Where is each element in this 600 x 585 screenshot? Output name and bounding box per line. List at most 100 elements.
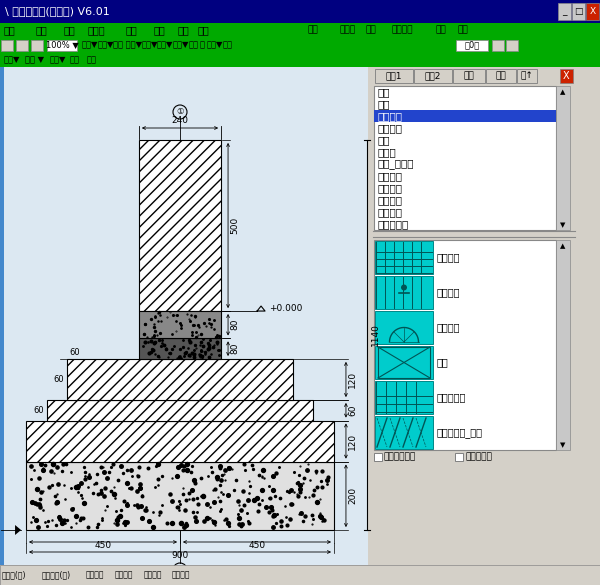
Text: 60: 60 [69,348,80,357]
Bar [374,110,556,122]
Text: □: □ [574,7,583,16]
Bar [378,347,430,378]
Text: 标高_指北针: 标高_指北针 [378,159,415,169]
Text: 200: 200 [348,487,357,504]
Bar [586,3,599,20]
Text: 测量▼: 测量▼ [98,40,114,50]
Text: 钉筋: 钉筋 [378,135,391,145]
Polygon shape [15,525,21,535]
Text: 深询: 深询 [308,26,319,35]
Text: \ 超级绘图王(建筑版) V6.01: \ 超级绘图王(建筑版) V6.01 [5,6,110,16]
Text: 450: 450 [248,541,266,550]
Text: 网格▼: 网格▼ [82,40,98,50]
Text: 填充▼: 填充▼ [142,40,158,50]
Text: 通用图形: 通用图形 [378,183,403,193]
Bar [47,40,77,51]
Bar [139,338,221,359]
Bar [139,311,221,338]
Text: 120: 120 [348,432,357,450]
Text: 锁定内部参数: 锁定内部参数 [384,453,416,462]
Bar [453,69,485,83]
Bar [556,240,570,450]
Bar [375,381,433,414]
Bar [375,416,433,449]
Text: 平行▼: 平行▼ [157,40,173,50]
Bar [16,40,28,51]
Text: 1140: 1140 [371,324,380,346]
Text: 平面楼梯: 平面楼梯 [378,111,403,121]
Bar [139,140,221,311]
Text: 扚↑: 扚↑ [521,71,533,81]
Bar [0,0,600,23]
Text: 捕捉▼: 捕捉▼ [173,40,189,50]
Bar [486,69,516,83]
Text: 门窗: 门窗 [378,87,391,97]
Text: 80: 80 [230,343,239,355]
Text: 钉结构: 钉结构 [378,147,397,157]
Text: 输线 ▼: 输线 ▼ [25,56,44,64]
Text: 常用建筑: 常用建筑 [378,171,403,181]
Text: +0.000: +0.000 [269,304,302,312]
Bar [1,40,13,51]
Text: 图文剪选: 图文剪选 [172,570,191,580]
Bar [558,3,571,20]
Text: 视图: 视图 [36,25,48,35]
Text: 帮图2: 帮图2 [425,71,441,81]
Text: 450: 450 [94,541,112,550]
Bar [26,421,334,462]
Text: 水平拖动: 水平拖动 [115,570,133,580]
Bar [375,69,413,83]
Text: 字字差(关): 字字差(关) [2,570,26,580]
Text: 全锁定图形: 全锁定图形 [465,453,492,462]
Bar [374,453,382,461]
Text: 900: 900 [172,551,188,560]
Text: 立面剪面: 立面剪面 [378,123,403,133]
Text: 图块: 图块 [496,71,506,81]
Bar [368,67,600,565]
Text: 局部: 局部 [223,40,232,50]
Text: 输线: 输线 [188,40,198,50]
Text: 分解▼: 分解▼ [207,40,223,50]
Text: 复制 标记▼: 复制 标记▼ [113,40,142,50]
Text: 文件: 文件 [4,25,16,35]
Text: 120: 120 [348,371,357,388]
Bar [375,276,433,309]
Text: 80: 80 [230,319,239,331]
Text: 键盘参数(开): 键盘参数(开) [41,570,70,580]
Text: 柱子: 柱子 [378,99,391,109]
Text: ①: ① [176,566,184,574]
Text: ▲: ▲ [560,89,566,95]
Bar [572,3,585,20]
Text: 施工设备等: 施工设备等 [378,219,409,229]
Text: ①: ① [176,108,184,116]
Bar [414,69,452,83]
Bar [556,86,570,230]
Text: 捕捉▼: 捕捉▼ [4,56,20,64]
Bar [506,40,518,51]
Bar [492,40,504,51]
Bar [0,37,600,53]
Text: 自由拖动: 自由拖动 [86,570,104,580]
Bar [375,241,433,274]
Text: 插入: 插入 [64,25,76,35]
Text: 图中: 图中 [436,26,447,35]
Text: 第0层: 第0层 [464,40,479,50]
Bar [373,231,575,237]
Circle shape [401,284,407,291]
Bar [0,23,600,37]
Text: 圆弧梯段: 圆弧梯段 [437,322,461,332]
Bar [0,67,368,565]
Text: 送粘贴板: 送粘贴板 [392,26,413,35]
Text: 双跑楼梯: 双跑楼梯 [437,253,461,263]
Text: 自动手扶梯: 自动手扶梯 [437,393,466,402]
Text: 60: 60 [53,375,64,384]
Text: 坐标系: 坐标系 [88,25,106,35]
Bar [375,346,433,379]
Text: _: _ [562,7,567,16]
Bar [47,400,313,421]
Text: 500: 500 [230,217,239,234]
Text: 绘图1: 绘图1 [386,71,402,81]
Text: 打印: 打印 [178,25,190,35]
Text: ▼: ▼ [560,222,566,228]
Bar [374,240,556,450]
